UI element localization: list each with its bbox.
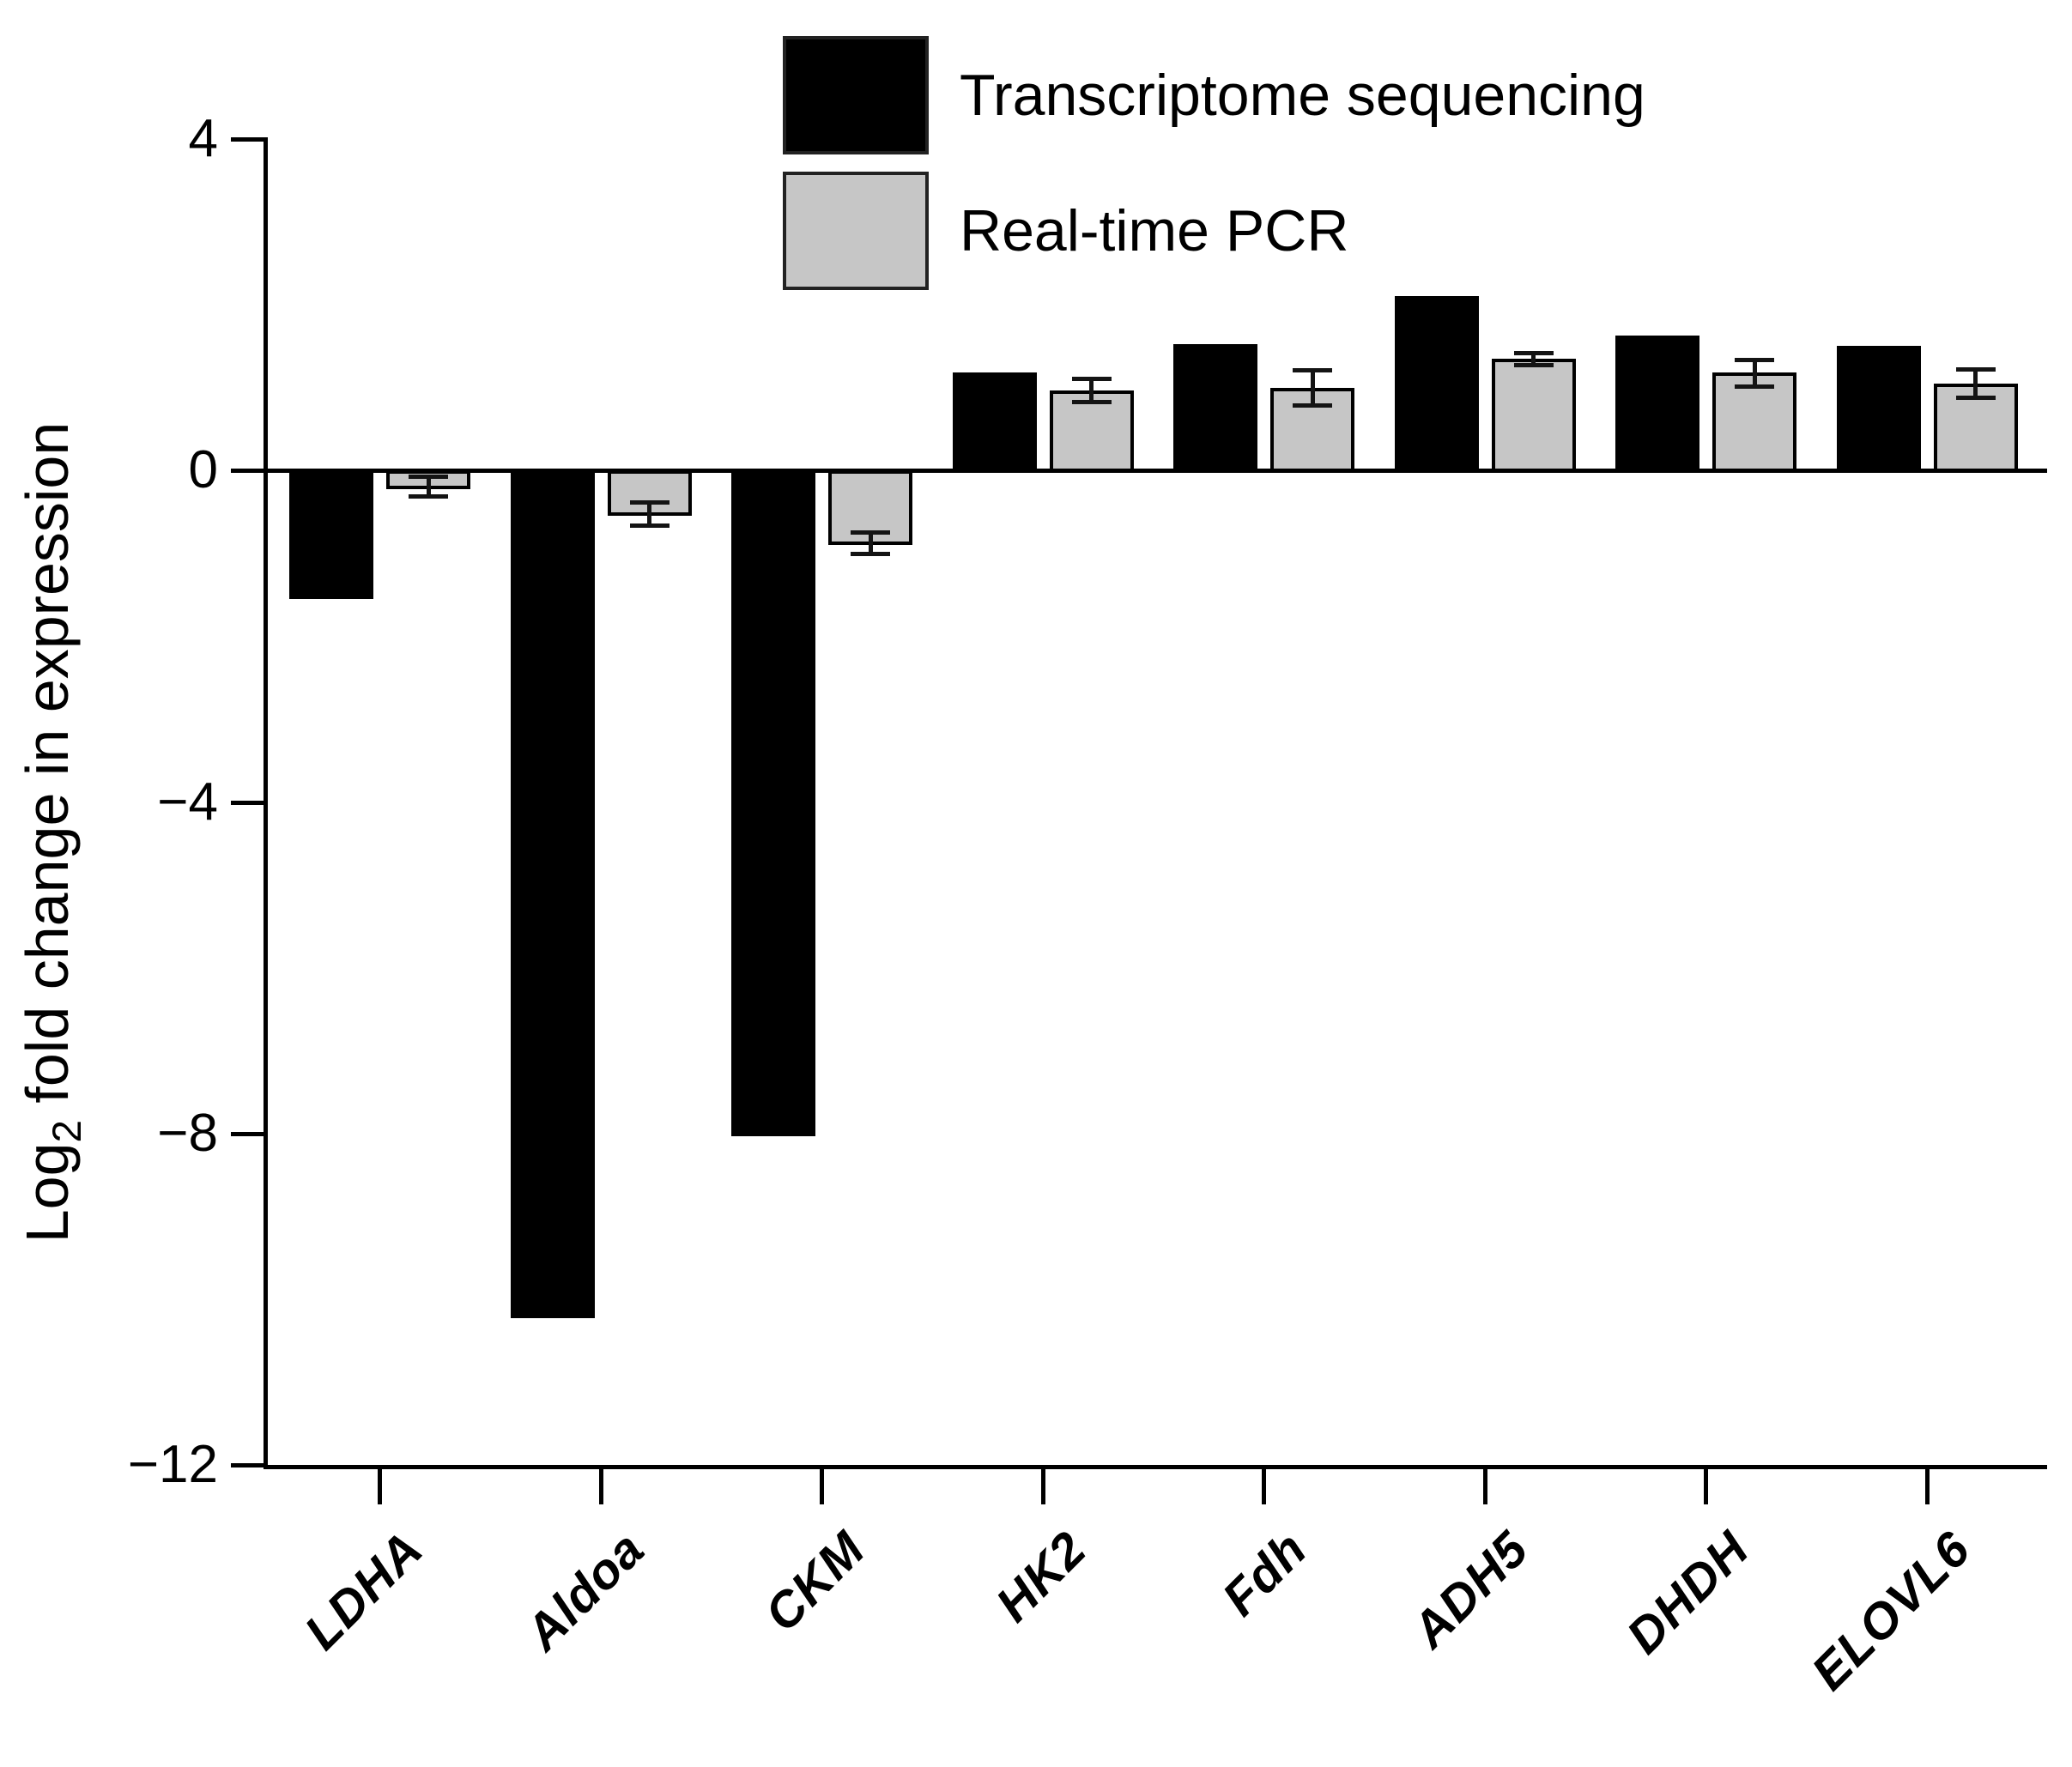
error-bar-cap-low-LDHA: [409, 494, 448, 499]
legend-label-transcriptome: Transcriptome sequencing: [960, 63, 1645, 128]
bar-transcriptome-Fdh: [1173, 344, 1257, 474]
error-bar-cap-high-LDHA: [409, 475, 448, 479]
bar-transcriptome-LDHA: [289, 470, 373, 600]
legend-item-pcr: Real-time PCR: [783, 172, 1645, 290]
error-bar-DHDH: [1752, 359, 1757, 386]
error-bar-Aldoa: [647, 501, 651, 525]
y-tick-label--12: −12: [127, 1435, 218, 1494]
y-axis-title: Log2 fold change in expression: [11, 232, 90, 1433]
y-tick-label-4: 4: [188, 109, 218, 168]
y-tick-label-0: 0: [188, 440, 218, 500]
y-tick--8: [231, 1131, 264, 1136]
x-tick-label-HK2: HK2: [985, 1521, 1097, 1633]
bar-transcriptome-CKM: [731, 470, 815, 1136]
x-tick-label-ELOVL6: ELOVL6: [1800, 1521, 1981, 1701]
error-bar-cap-low-ADH5: [1513, 362, 1554, 367]
x-tick-label-LDHA: LDHA: [294, 1521, 434, 1661]
error-bar-cap-high-CKM: [851, 529, 890, 535]
bar-transcriptome-Aldoa: [510, 470, 595, 1319]
x-tick-ELOVL6: [1924, 1468, 1930, 1504]
bar-pcr-ADH5: [1491, 358, 1576, 474]
error-bar-cap-high-ELOVL6: [1955, 367, 1996, 372]
error-bar-cap-high-ADH5: [1513, 351, 1554, 356]
error-bar-cap-high-DHDH: [1735, 357, 1774, 362]
x-tick-Fdh: [1262, 1468, 1266, 1504]
x-tick-CKM: [820, 1468, 824, 1504]
y-tick-label--8: −8: [157, 1103, 218, 1163]
error-bar-cap-low-ELOVL6: [1955, 396, 1996, 401]
error-bar-CKM: [868, 531, 873, 554]
error-bar-cap-low-Aldoa: [629, 523, 669, 528]
legend-swatch-pcr: [783, 172, 929, 290]
y-axis-line: [264, 137, 268, 1469]
y-axis-title-rest: fold change in expression: [14, 421, 81, 1121]
y-tick-0: [231, 469, 264, 474]
error-bar-Fdh: [1310, 370, 1315, 405]
error-bar-cap-high-HK2: [1071, 377, 1112, 382]
error-bar-cap-low-HK2: [1071, 400, 1112, 405]
legend-swatch-transcriptome: [783, 36, 929, 154]
legend-item-transcriptome: Transcriptome sequencing: [783, 36, 1645, 154]
x-tick-HK2: [1040, 1468, 1045, 1504]
bar-chart: Log2 fold change in expression LDHA Aldoa…: [11, 36, 2047, 1701]
y-tick--4: [231, 800, 264, 805]
x-tick-LDHA: [378, 1468, 382, 1504]
x-tick-label-ADH5: ADH5: [1401, 1521, 1539, 1659]
error-bar-cap-low-DHDH: [1735, 384, 1774, 389]
x-tick-label-Aldoa: Aldoa: [514, 1521, 655, 1661]
error-bar-ELOVL6: [1973, 369, 1978, 398]
x-axis-line: [264, 1465, 2047, 1469]
bar-transcriptome-HK2: [952, 372, 1037, 474]
y-tick--12: [231, 1463, 264, 1467]
error-bar-cap-low-CKM: [851, 551, 890, 556]
bar-transcriptome-ADH5: [1394, 296, 1479, 474]
zero-baseline: [264, 469, 2047, 474]
x-tick-label-DHDH: DHDH: [1615, 1521, 1760, 1665]
error-bar-HK2: [1089, 378, 1094, 402]
bar-transcriptome-ELOVL6: [1836, 346, 1921, 474]
bar-transcriptome-DHDH: [1615, 335, 1699, 474]
y-tick-label--4: −4: [157, 772, 218, 832]
error-bar-cap-low-Fdh: [1293, 402, 1332, 408]
error-bar-cap-high-Fdh: [1293, 368, 1332, 373]
error-bar-LDHA: [426, 476, 431, 497]
error-bar-cap-high-Aldoa: [629, 499, 669, 505]
x-tick-label-Fdh: Fdh: [1211, 1521, 1318, 1627]
x-tick-Aldoa: [598, 1468, 603, 1504]
x-tick-DHDH: [1704, 1468, 1708, 1504]
x-tick-label-CKM: CKM: [754, 1521, 876, 1643]
x-tick-ADH5: [1482, 1468, 1487, 1504]
error-bar-ADH5: [1531, 353, 1536, 365]
legend: Transcriptome sequencing Real-time PCR: [783, 36, 1645, 307]
y-tick-4: [231, 137, 264, 142]
legend-label-pcr: Real-time PCR: [960, 198, 1349, 263]
